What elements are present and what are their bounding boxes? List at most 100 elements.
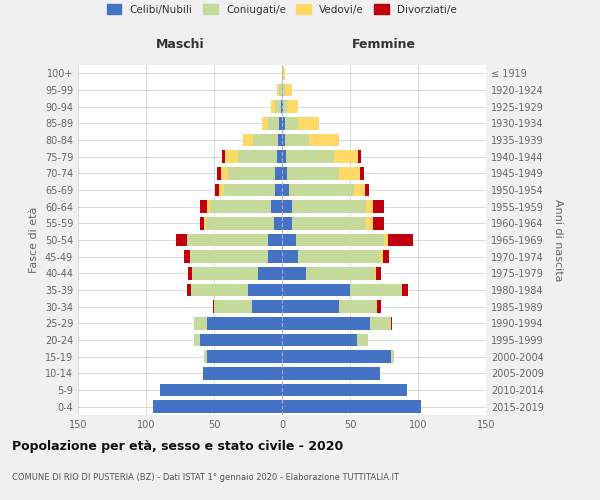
Bar xyxy=(277,84,279,96)
Bar xyxy=(210,200,271,213)
Bar xyxy=(271,200,282,213)
Bar xyxy=(298,117,319,130)
Bar xyxy=(224,184,275,196)
Bar xyxy=(298,250,380,263)
Bar xyxy=(339,167,359,179)
Bar xyxy=(160,384,282,396)
Bar xyxy=(388,234,413,246)
Bar xyxy=(359,167,364,179)
Bar xyxy=(282,284,350,296)
Bar xyxy=(192,267,257,280)
Bar xyxy=(220,184,224,196)
Bar xyxy=(207,200,210,213)
Bar xyxy=(277,150,282,163)
Text: Popolazione per età, sesso e stato civile - 2020: Popolazione per età, sesso e stato civil… xyxy=(12,440,343,453)
Bar xyxy=(278,134,282,146)
Bar xyxy=(282,100,283,113)
Bar xyxy=(205,350,207,363)
Bar xyxy=(191,284,248,296)
Bar xyxy=(194,317,207,330)
Bar xyxy=(350,284,401,296)
Bar xyxy=(268,117,279,130)
Bar xyxy=(380,250,383,263)
Bar xyxy=(238,150,277,163)
Bar xyxy=(227,167,275,179)
Bar xyxy=(200,200,207,213)
Bar xyxy=(253,134,278,146)
Bar xyxy=(187,284,191,296)
Bar xyxy=(205,217,206,230)
Bar xyxy=(376,267,381,280)
Bar xyxy=(374,267,376,280)
Bar xyxy=(282,334,357,346)
Bar xyxy=(357,334,368,346)
Bar xyxy=(153,400,282,413)
Bar xyxy=(377,300,381,313)
Bar xyxy=(252,300,282,313)
Bar xyxy=(282,67,285,80)
Bar xyxy=(188,267,192,280)
Y-axis label: Anni di nascita: Anni di nascita xyxy=(553,198,563,281)
Bar xyxy=(282,117,285,130)
Bar xyxy=(190,250,268,263)
Text: COMUNE DI RIO DI PUSTERIA (BZ) - Dati ISTAT 1° gennaio 2020 - Elaborazione TUTTI: COMUNE DI RIO DI PUSTERIA (BZ) - Dati IS… xyxy=(12,473,399,482)
Bar xyxy=(285,117,298,130)
Bar xyxy=(282,134,285,146)
Bar xyxy=(401,284,409,296)
Bar xyxy=(282,384,407,396)
Bar xyxy=(367,200,373,213)
Bar xyxy=(282,400,421,413)
Bar xyxy=(282,234,296,246)
Bar xyxy=(279,84,282,96)
Bar xyxy=(358,150,361,163)
Bar xyxy=(222,150,225,163)
Bar xyxy=(274,217,282,230)
Bar xyxy=(283,100,287,113)
Bar xyxy=(282,200,292,213)
Bar xyxy=(367,217,373,230)
Bar xyxy=(296,234,384,246)
Bar xyxy=(373,217,384,230)
Bar xyxy=(271,100,275,113)
Bar xyxy=(221,167,227,179)
Legend: Celibi/Nubili, Coniugati/e, Vedovi/e, Divorziati/e: Celibi/Nubili, Coniugati/e, Vedovi/e, Di… xyxy=(103,0,461,19)
Bar xyxy=(275,184,282,196)
Bar xyxy=(354,184,365,196)
Bar xyxy=(384,234,388,246)
Bar xyxy=(282,267,307,280)
Bar xyxy=(289,184,354,196)
Bar xyxy=(248,284,282,296)
Bar xyxy=(365,184,369,196)
Y-axis label: Fasce di età: Fasce di età xyxy=(29,207,39,273)
Bar xyxy=(383,250,389,263)
Bar xyxy=(257,267,282,280)
Bar xyxy=(391,317,392,330)
Bar xyxy=(282,184,289,196)
Bar xyxy=(187,234,268,246)
Bar xyxy=(262,117,268,130)
Bar xyxy=(279,117,282,130)
Bar xyxy=(285,84,292,96)
Bar xyxy=(207,317,282,330)
Bar xyxy=(282,250,298,263)
Bar xyxy=(287,100,298,113)
Bar xyxy=(275,167,282,179)
Bar xyxy=(292,217,367,230)
Bar xyxy=(207,350,282,363)
Bar xyxy=(200,334,282,346)
Text: Maschi: Maschi xyxy=(155,38,205,51)
Bar xyxy=(307,267,374,280)
Bar xyxy=(282,317,370,330)
Bar xyxy=(217,167,221,179)
Bar xyxy=(184,250,190,263)
Bar xyxy=(214,300,252,313)
Bar xyxy=(268,250,282,263)
Text: Femmine: Femmine xyxy=(352,38,416,51)
Bar xyxy=(225,150,238,163)
Bar xyxy=(203,367,282,380)
Bar xyxy=(286,150,334,163)
Bar xyxy=(200,217,205,230)
Bar xyxy=(309,134,339,146)
Bar xyxy=(373,200,384,213)
Bar xyxy=(370,317,391,330)
